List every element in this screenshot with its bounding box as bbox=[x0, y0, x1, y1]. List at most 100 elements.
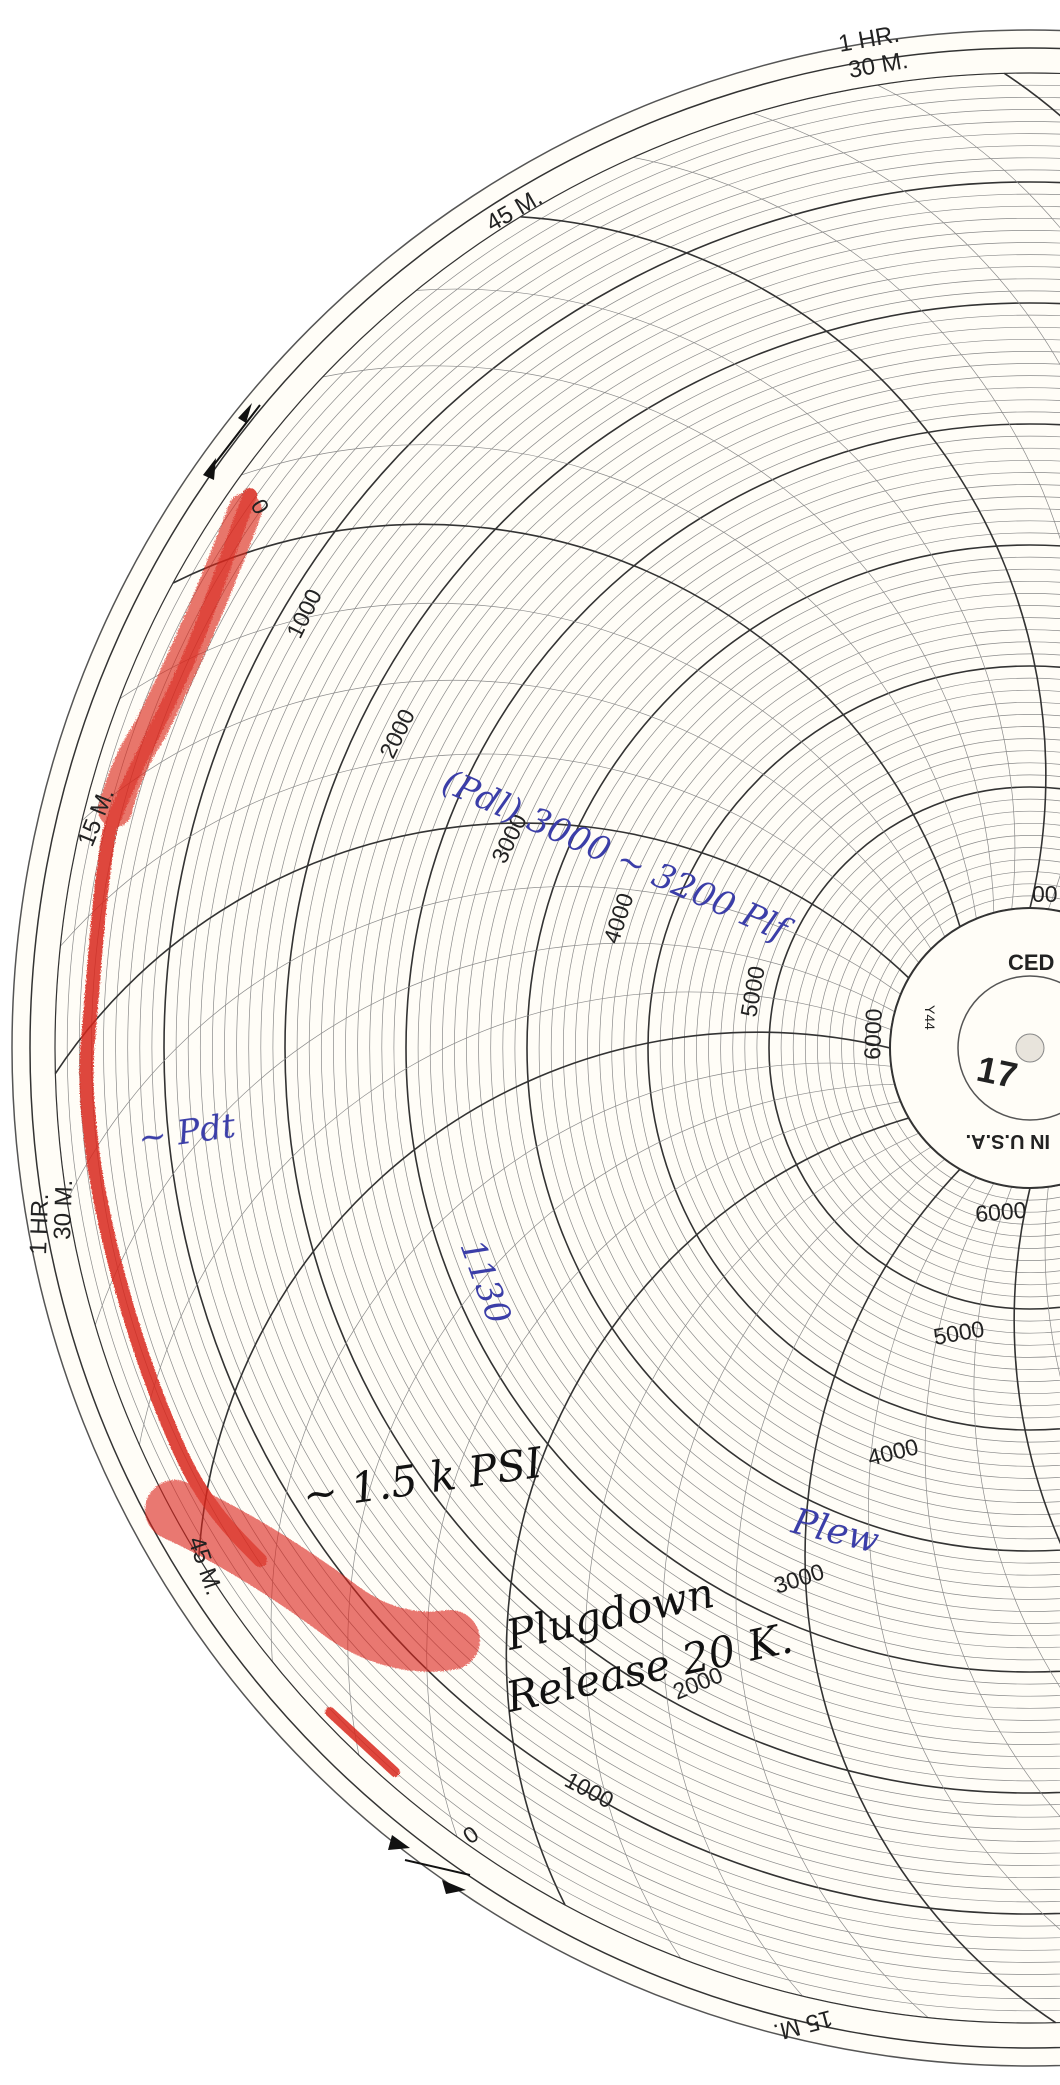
pressure-ring-major bbox=[163, 181, 1060, 1915]
time-arc-major bbox=[520, 216, 1047, 909]
pressure-ring-minor bbox=[611, 629, 1060, 1467]
time-band-inner-ring bbox=[54, 72, 1060, 2024]
pressure-ring-minor bbox=[490, 508, 1060, 1588]
time-arc-minor bbox=[924, 1183, 1060, 1984]
pressure-ring-minor bbox=[708, 726, 1060, 1370]
pressure-ring-minor bbox=[308, 326, 1060, 1770]
alignment-arrow-bottom-1 bbox=[388, 1835, 410, 1850]
pressure-ring-minor bbox=[296, 314, 1060, 1782]
pressure-ring-minor bbox=[538, 556, 1060, 1540]
pressure-ring-minor bbox=[599, 617, 1060, 1479]
pressure-ring-minor bbox=[792, 810, 1060, 1286]
time-arc-minor bbox=[877, 84, 1060, 919]
hub-origin: IN U.S.A. bbox=[966, 1130, 1050, 1152]
pressure-ring-minor bbox=[575, 593, 1060, 1503]
time-arc-major bbox=[172, 523, 961, 928]
pressure-ring-minor bbox=[635, 653, 1060, 1443]
time-arc-major bbox=[198, 1031, 891, 1558]
pressure-ring-minor bbox=[248, 266, 1060, 1830]
time-arc-minor bbox=[240, 444, 977, 919]
pressure-ring-minor bbox=[224, 242, 1060, 1854]
pressure-ring-minor bbox=[683, 701, 1060, 1395]
time-arc-minor bbox=[661, 1146, 932, 1997]
pressure-ring-minor bbox=[804, 822, 1060, 1274]
pressure-ring-minor bbox=[139, 157, 1060, 1939]
time-band-outer-ring bbox=[29, 47, 1060, 2049]
pen-trace bbox=[79, 488, 480, 1777]
time-arc-minor bbox=[752, 112, 1060, 913]
pressure-ring-minor bbox=[127, 145, 1060, 1951]
alignment-arrows bbox=[203, 403, 471, 1894]
pressure-ring-minor bbox=[212, 230, 1060, 1866]
pressure-ring-minor bbox=[357, 375, 1060, 1721]
pressure-ring-minor bbox=[454, 472, 1060, 1624]
pressure-ring-minor bbox=[66, 84, 1060, 2012]
pressure-ring-major bbox=[284, 302, 1060, 1794]
time-arc-minor bbox=[270, 1062, 892, 1662]
pen-trace-tail bbox=[325, 1707, 400, 1777]
pressure-ring-minor bbox=[550, 568, 1060, 1528]
pressure-ring-minor bbox=[236, 254, 1060, 1842]
hub-inner bbox=[957, 975, 1060, 1121]
pressure-ring-minor bbox=[333, 351, 1060, 1745]
pressure-ring-minor bbox=[732, 750, 1060, 1346]
time-arc-minor bbox=[426, 1101, 901, 1838]
time-label-1hr-left: 1 HR. bbox=[25, 1193, 54, 1255]
pressure-ring-minor bbox=[429, 447, 1060, 1649]
time-arc-minor bbox=[66, 886, 901, 1201]
time-arc-minor bbox=[60, 753, 920, 964]
pressure-ring-minor bbox=[744, 762, 1060, 1334]
pressure-ring-minor bbox=[514, 532, 1060, 1564]
pressure-ring-minor bbox=[829, 847, 1060, 1249]
time-arc-minor bbox=[139, 991, 892, 1445]
pressure-ring-minor bbox=[478, 496, 1060, 1600]
upper-scale-label-6000: 6000 bbox=[859, 1008, 887, 1060]
pressure-ring-minor bbox=[865, 883, 1060, 1213]
time-arc-minor bbox=[322, 365, 995, 913]
pressure-ring-minor bbox=[393, 411, 1060, 1685]
pressure-ring-minor bbox=[780, 798, 1060, 1298]
center-hub: CED Y44 17 IN U.S.A. bbox=[889, 907, 1060, 1189]
hub-model-code: Y44 bbox=[922, 1005, 938, 1030]
pressure-ring-minor bbox=[441, 459, 1060, 1637]
time-arc-major bbox=[54, 822, 910, 1075]
alignment-line-bottom bbox=[404, 1859, 471, 1876]
pressure-ring-minor bbox=[151, 169, 1060, 1927]
pressure-ring-minor bbox=[320, 338, 1060, 1758]
hub-chart-number: 17 bbox=[973, 1048, 1021, 1096]
time-arc-minor bbox=[868, 1177, 1060, 2012]
pressure-ring-minor bbox=[369, 387, 1060, 1709]
time-arc-minor bbox=[973, 1186, 1060, 1939]
pen-trace-heavy-lower bbox=[145, 1480, 480, 1672]
time-grid-arcs bbox=[54, 72, 1060, 2024]
pressure-ring-major bbox=[405, 423, 1060, 1673]
pressure-ring-major bbox=[526, 544, 1060, 1552]
pressure-ring-minor bbox=[877, 895, 1060, 1201]
pressure-ring-minor bbox=[115, 133, 1060, 1963]
hub-brand: CED bbox=[1008, 950, 1054, 975]
time-arc-minor bbox=[119, 602, 946, 938]
pressure-ring-minor bbox=[103, 121, 1060, 1975]
pressure-ring-minor bbox=[817, 835, 1060, 1261]
pressure-ring-major bbox=[647, 665, 1060, 1431]
time-arc-major bbox=[804, 1168, 1057, 2024]
pressure-ring-minor bbox=[587, 605, 1060, 1491]
time-arc-minor bbox=[735, 1158, 946, 2018]
pressure-ring-minor bbox=[345, 363, 1060, 1733]
partial-right-label: 00 bbox=[1032, 881, 1058, 907]
pressure-ring-minor bbox=[659, 677, 1060, 1419]
pen-trace-heavy-upper bbox=[98, 493, 262, 827]
pressure-ring-minor bbox=[199, 217, 1060, 1879]
alignment-arrow-bottom-2 bbox=[442, 1880, 466, 1894]
pressure-ring-minor bbox=[78, 96, 1060, 2000]
pressure-ring-minor bbox=[696, 714, 1060, 1382]
alignment-arrow-top-1 bbox=[238, 403, 252, 423]
pressure-ring-minor bbox=[175, 193, 1060, 1903]
pressure-ring-minor bbox=[562, 580, 1060, 1516]
pressure-ring-minor bbox=[187, 205, 1060, 1891]
time-arc-major bbox=[1013, 1187, 1060, 1880]
pressure-ring-minor bbox=[381, 399, 1060, 1697]
pressure-ring-minor bbox=[417, 435, 1060, 1661]
alignment-arrow-top-2 bbox=[203, 458, 216, 480]
